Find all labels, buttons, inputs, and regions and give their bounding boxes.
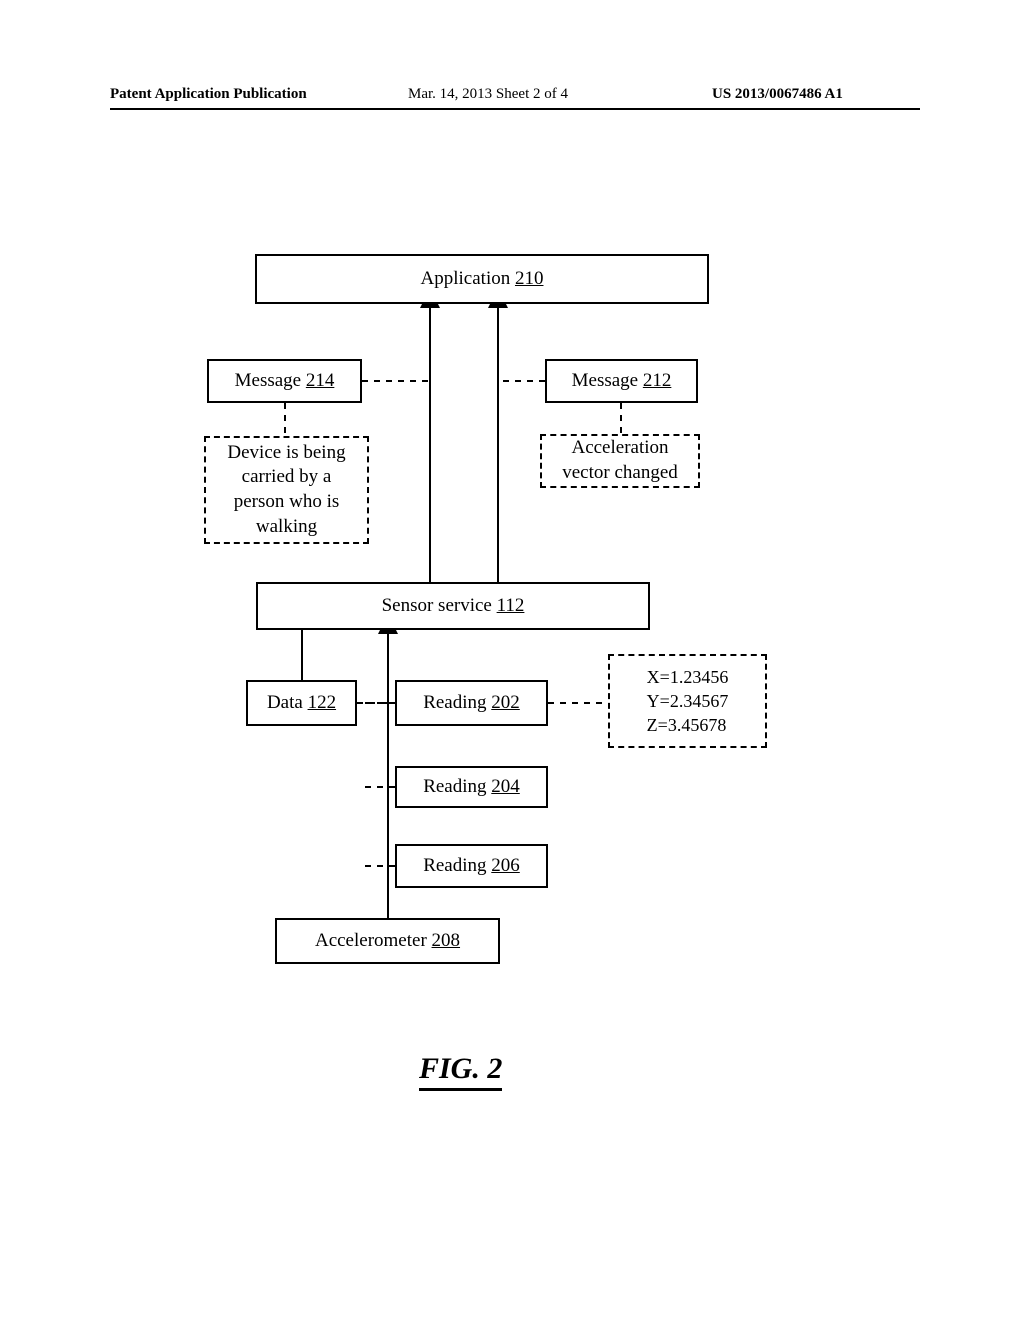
figure-caption: FIG. 2 bbox=[419, 1052, 502, 1091]
box-accel-vector-changed: Accelerationvector changed bbox=[540, 434, 700, 488]
box-application: Application 210 bbox=[255, 254, 709, 304]
device-walking-text: Device is beingcarried by aperson who is… bbox=[227, 441, 345, 540]
box-sensor-service: Sensor service 112 bbox=[256, 582, 650, 630]
box-data-122: Data 122 bbox=[246, 680, 357, 726]
box-reading-202: Reading 202 bbox=[395, 680, 548, 726]
box-device-walking: Device is beingcarried by aperson who is… bbox=[204, 436, 369, 544]
box-message-214: Message 214 bbox=[207, 359, 362, 403]
diagram-figure-2: Application 210 Message 214 Message 212 … bbox=[0, 0, 1024, 1320]
accel-vector-text: Accelerationvector changed bbox=[562, 436, 678, 485]
box-reading-204: Reading 204 bbox=[395, 766, 548, 808]
diagram-connectors bbox=[0, 0, 1024, 1320]
xyz-text: X=1.23456Y=2.34567Z=3.45678 bbox=[647, 665, 729, 738]
box-accelerometer: Accelerometer 208 bbox=[275, 918, 500, 964]
box-message-212: Message 212 bbox=[545, 359, 698, 403]
box-xyz-values: X=1.23456Y=2.34567Z=3.45678 bbox=[608, 654, 767, 748]
box-reading-206: Reading 206 bbox=[395, 844, 548, 888]
